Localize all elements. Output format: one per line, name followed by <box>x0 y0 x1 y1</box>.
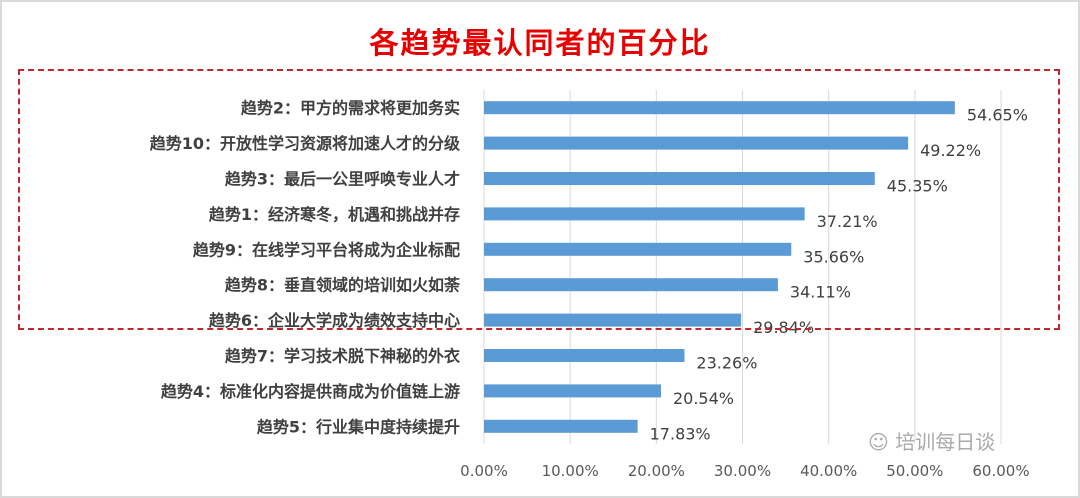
category-label: 趋势6：企业大学成为绩效支持中心 <box>209 311 460 330</box>
watermark-text: 培训每日谈 <box>895 430 996 454</box>
data-label: 23.26% <box>696 354 757 373</box>
x-tick-label: 60.00% <box>972 462 1029 480</box>
data-label: 17.83% <box>650 424 711 443</box>
bar <box>484 242 792 256</box>
wechat-icon: ☺ <box>868 430 889 454</box>
x-tick-label: 50.00% <box>886 462 943 480</box>
highlight-box <box>18 69 1060 330</box>
data-label: 54.65% <box>967 106 1028 125</box>
data-label: 34.11% <box>790 283 851 302</box>
bar <box>484 278 778 292</box>
category-label: 趋势9：在线学习平台将成为企业标配 <box>193 240 460 259</box>
category-label: 趋势1：经济寒冬，机遇和挑战并存 <box>209 205 460 224</box>
bar <box>484 349 685 362</box>
x-tick-label: 40.00% <box>800 462 857 480</box>
category-label: 趋势8：垂直领域的培训如火如荼 <box>225 276 461 295</box>
category-label: 趋势7：学习技术脱下神秘的外衣 <box>225 347 460 366</box>
bar <box>484 172 875 185</box>
bar <box>484 207 805 221</box>
category-label: 趋势3：最后一公里呼唤专业人才 <box>225 170 460 189</box>
bar <box>484 313 742 327</box>
watermark: ☺ 培训每日谈 <box>868 431 995 453</box>
data-label: 49.22% <box>920 141 981 160</box>
bar <box>484 419 638 433</box>
category-label: 趋势5：行业集中度持续提升 <box>257 417 460 436</box>
category-label: 趋势10：开放性学习资源将加速人才的分级 <box>150 134 461 153</box>
bar <box>484 384 661 398</box>
category-label: 趋势4：标准化内容提供商成为价值链上游 <box>161 382 460 401</box>
chart-title: 各趋势最认同者的百分比 <box>369 26 711 60</box>
bar <box>484 136 909 150</box>
data-label: 35.66% <box>803 247 864 266</box>
category-label: 趋势2：甲方的需求将更加务实 <box>241 99 460 118</box>
bar <box>484 101 955 115</box>
data-label: 37.21% <box>817 212 878 231</box>
x-tick-label: 20.00% <box>628 462 685 480</box>
data-label: 45.35% <box>887 177 948 196</box>
x-tick-label: 10.00% <box>542 462 599 480</box>
data-label: 20.54% <box>673 389 734 408</box>
x-tick-label: 30.00% <box>714 462 771 480</box>
data-label: 29.84% <box>753 318 814 337</box>
x-tick-label: 0.00% <box>460 462 508 480</box>
